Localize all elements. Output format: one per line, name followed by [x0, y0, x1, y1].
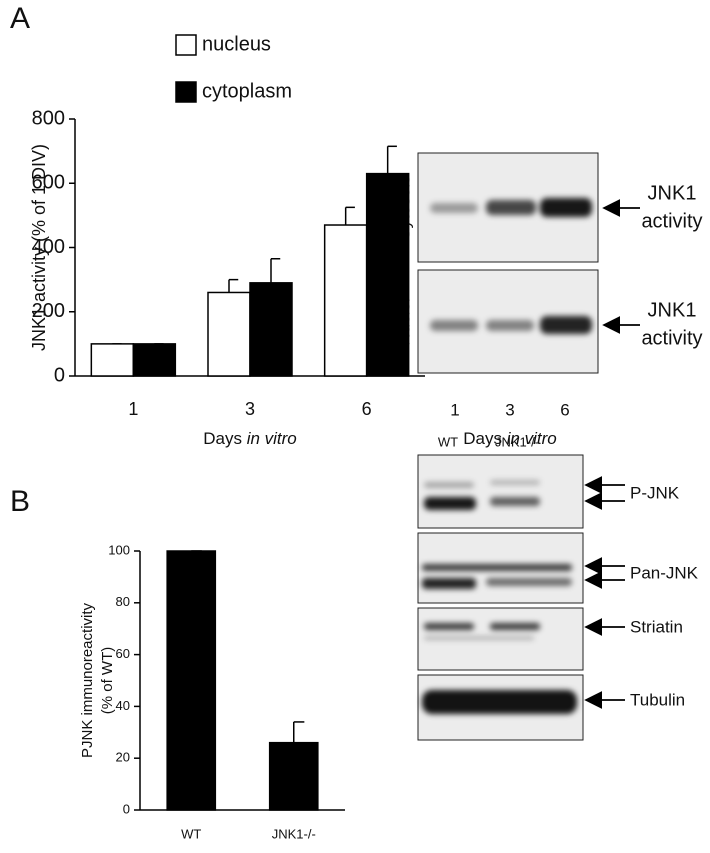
panel-label: A: [10, 2, 30, 35]
arrow-label: JNK1: [648, 299, 697, 321]
y-axis-label: PJNK immunoreactivity: [79, 602, 96, 758]
bar: [365, 172, 410, 377]
y-tick-label: 100: [108, 542, 130, 557]
activity-blot: [417, 152, 640, 374]
x-axis-label: Days in vitro: [463, 429, 557, 448]
bar: [323, 224, 368, 377]
bar: [166, 550, 217, 811]
bands: [430, 198, 592, 334]
y-tick-label: 40: [116, 698, 130, 713]
x-tick-label: 3: [245, 399, 255, 419]
bands: [422, 480, 577, 714]
y-tick-label: 60: [116, 646, 130, 661]
y-tick-label: 400: [32, 236, 65, 258]
x-label-part: in vitro: [507, 429, 557, 448]
arrow-label: activity: [641, 210, 702, 232]
y-axis-label: JNK1 activity (% of 1 DIV): [29, 144, 49, 351]
band-label: P-JNK: [630, 483, 680, 502]
bar: [132, 343, 177, 377]
y-tick-label: 800: [32, 107, 65, 129]
lane-label: 3: [505, 400, 514, 419]
legend-swatch: [175, 34, 197, 56]
western-blot: [417, 454, 625, 741]
band-label: Striatin: [630, 617, 683, 636]
bar: [249, 282, 293, 377]
band-label: Tubulin: [630, 690, 685, 709]
x-tick-label: 1: [128, 399, 138, 419]
bar: [207, 291, 251, 377]
lane-label: WT: [438, 434, 458, 449]
arrow-label: JNK1: [648, 182, 697, 204]
x-label-part: Days: [463, 429, 502, 448]
bar: [90, 343, 135, 377]
lane-label: 6: [560, 400, 569, 419]
bar: [268, 741, 319, 811]
y-tick-label: 600: [32, 172, 65, 194]
legend-swatch: [175, 81, 197, 103]
y-tick-label: 0: [54, 364, 65, 386]
y-tick-label: 0: [123, 801, 130, 816]
x-tick-label: JNK1-/-: [272, 826, 316, 841]
x-tick-label: WT: [181, 826, 201, 841]
y-tick-label: 20: [116, 750, 130, 765]
x-tick-label: 6: [362, 399, 372, 419]
y-axis-label: (% of WT): [99, 647, 116, 715]
x-label-part: Days: [203, 429, 242, 448]
x-label-part: in vitro: [247, 429, 297, 448]
legend-label: nucleus: [202, 33, 271, 55]
lane-label: 1: [450, 400, 459, 419]
legend-label: cytoplasm: [202, 80, 292, 102]
x-axis-label: Days in vitro: [203, 429, 297, 448]
panel-label: B: [10, 485, 30, 518]
y-tick-label: 200: [32, 300, 65, 322]
band-label: Pan-JNK: [630, 563, 699, 582]
arrow-label: activity: [641, 327, 702, 349]
y-tick-label: 80: [116, 594, 130, 609]
blot-frame: [417, 454, 584, 529]
lane-label: JNK1-/-: [495, 434, 539, 449]
